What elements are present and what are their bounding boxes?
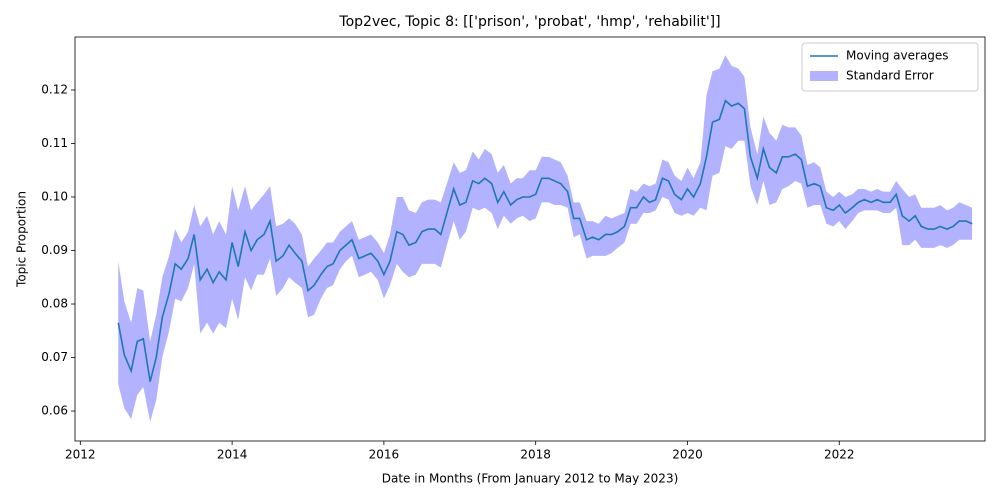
x-tick-label: 2014 <box>217 448 248 462</box>
x-tick-label: 2016 <box>369 448 400 462</box>
legend-box <box>801 42 979 92</box>
x-tick-label: 2012 <box>65 448 96 462</box>
x-axis-label: Date in Months (From January 2012 to May… <box>382 472 679 486</box>
legend-patch <box>810 71 838 81</box>
series-line <box>117 99 973 382</box>
chart-title: Top2vec, Topic 8: [['prison', 'probat', … <box>338 14 720 30</box>
y-tick-label: 0.12 <box>41 82 68 96</box>
x-tick-label: 2018 <box>520 448 551 462</box>
plot-frame <box>74 36 986 442</box>
error-band <box>118 55 973 422</box>
y-tick-label: 0.10 <box>41 189 68 203</box>
y-tick-label: 0.08 <box>41 297 68 311</box>
y-tick-label: 0.11 <box>41 136 68 150</box>
legend-label: Standard Error <box>846 69 934 83</box>
legend-label: Moving averages <box>846 49 949 63</box>
x-tick-label: 2022 <box>824 448 855 462</box>
y-tick-label: 0.09 <box>41 243 68 257</box>
x-tick-label: 2020 <box>672 448 703 462</box>
y-tick-label: 0.07 <box>41 350 68 364</box>
y-axis-label: Topic Proportion <box>15 191 29 288</box>
y-tick-label: 0.06 <box>41 404 68 418</box>
